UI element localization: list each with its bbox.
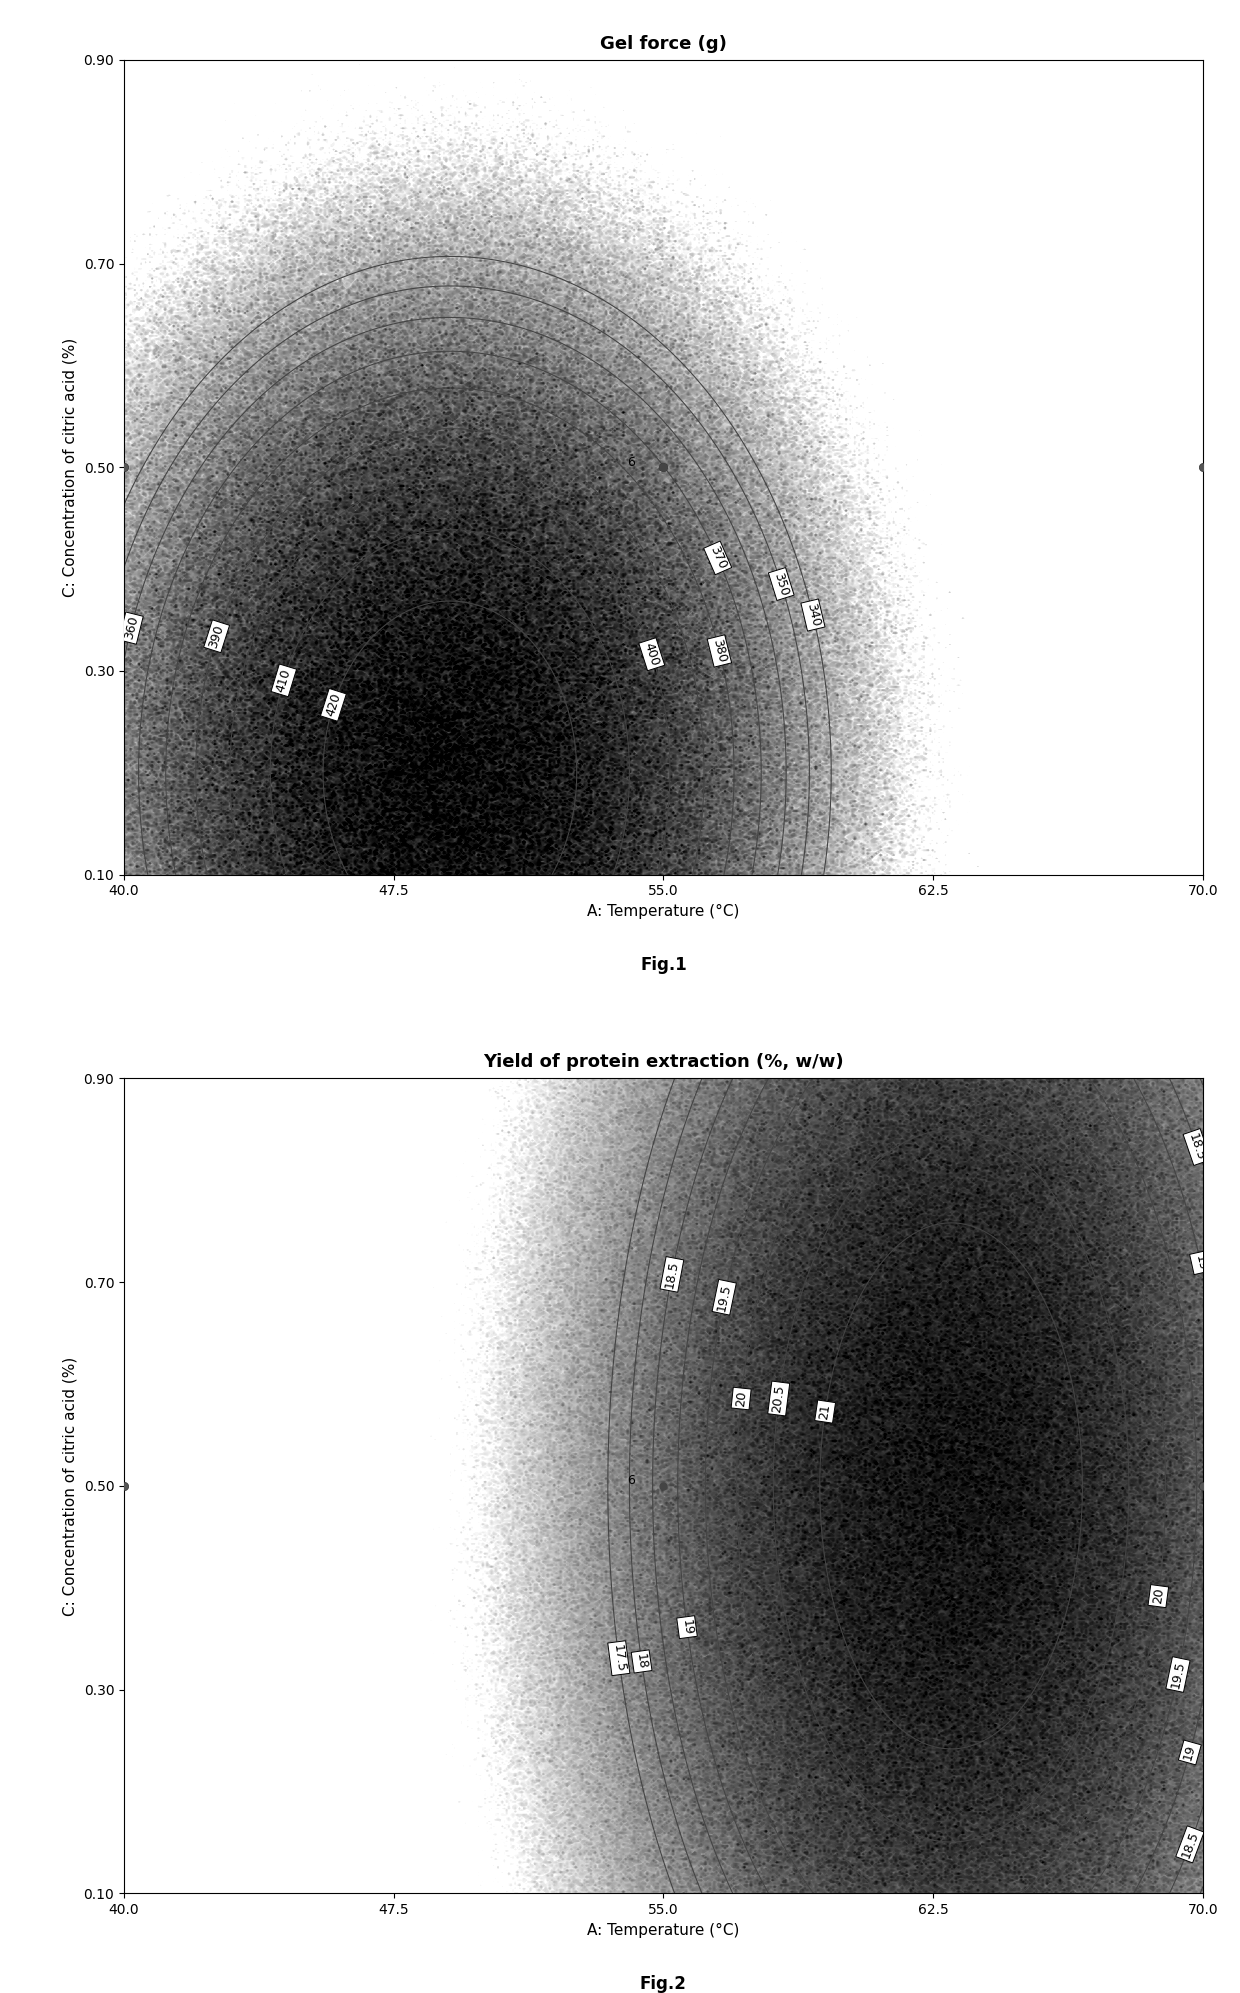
- Text: 400: 400: [642, 642, 662, 668]
- Text: 410: 410: [274, 668, 294, 694]
- Text: 6: 6: [626, 1475, 635, 1487]
- Text: 20: 20: [1151, 1586, 1166, 1604]
- Text: 20.5: 20.5: [770, 1383, 787, 1413]
- Text: 19.5: 19.5: [1169, 1660, 1187, 1690]
- Text: 18: 18: [634, 1652, 650, 1670]
- Text: 380: 380: [711, 638, 729, 664]
- Text: 21: 21: [817, 1403, 833, 1421]
- Text: 370: 370: [707, 544, 728, 572]
- Text: 19.5: 19.5: [715, 1281, 733, 1311]
- X-axis label: A: Temperature (°C): A: Temperature (°C): [588, 1923, 739, 1937]
- Text: 19: 19: [1193, 1254, 1209, 1272]
- Text: 20: 20: [734, 1389, 749, 1407]
- Text: 6: 6: [626, 456, 635, 468]
- Y-axis label: C: Concentration of citric acid (%): C: Concentration of citric acid (%): [63, 1357, 78, 1616]
- Text: 390: 390: [207, 624, 227, 650]
- Text: 18.5: 18.5: [663, 1260, 681, 1289]
- Text: Fig.1: Fig.1: [640, 957, 687, 975]
- Text: 420: 420: [324, 692, 343, 717]
- Text: 18.5: 18.5: [1179, 1830, 1200, 1859]
- Text: 19: 19: [680, 1618, 694, 1636]
- Text: 360: 360: [122, 616, 140, 642]
- Text: 18.5: 18.5: [1187, 1132, 1208, 1162]
- Text: Fig.2: Fig.2: [640, 1975, 687, 1993]
- Text: 17.5: 17.5: [610, 1644, 627, 1672]
- Text: 19: 19: [1182, 1744, 1198, 1762]
- Text: 340: 340: [804, 602, 822, 628]
- X-axis label: A: Temperature (°C): A: Temperature (°C): [588, 905, 739, 919]
- Y-axis label: C: Concentration of citric acid (%): C: Concentration of citric acid (%): [63, 337, 78, 596]
- Title: Yield of protein extraction (%, w/w): Yield of protein extraction (%, w/w): [484, 1054, 843, 1072]
- Title: Gel force (g): Gel force (g): [600, 34, 727, 52]
- Text: 350: 350: [771, 570, 791, 598]
